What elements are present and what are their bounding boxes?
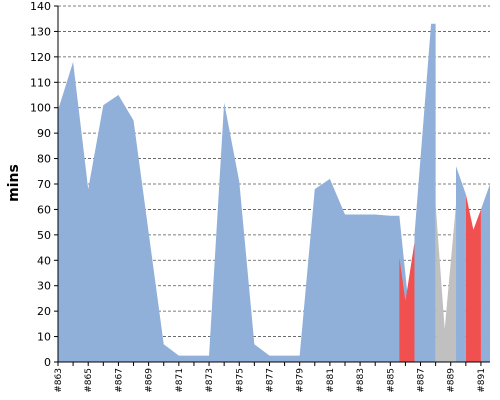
x-tick-label: #863: [54, 368, 64, 393]
x-tick-label: #865: [84, 368, 94, 393]
y-tick-label: 120: [30, 51, 51, 64]
x-tick-label: #867: [114, 368, 124, 393]
x-axis-ticks: #863 #865 #867 #869 #871 #873 #875 #877 #879 #881…: [54, 362, 487, 393]
y-tick-label: 100: [30, 102, 51, 115]
x-tick-label: #889: [447, 368, 457, 393]
x-tick-label: #875: [235, 368, 245, 393]
area-series: [58, 23, 490, 363]
x-tick-label: #891: [477, 368, 487, 393]
x-tick-label: #871: [175, 368, 185, 393]
x-tick-label: #879: [296, 368, 306, 393]
y-tick-label: 50: [37, 229, 51, 242]
area-series-1: [399, 242, 415, 362]
y-tick-label: 60: [37, 203, 51, 216]
y-tick-label: 20: [37, 305, 51, 318]
y-tick-label: 140: [30, 0, 51, 13]
x-tick-label: #873: [205, 368, 215, 393]
y-tick-label: 30: [37, 280, 51, 293]
x-tick-label: #877: [265, 368, 275, 393]
y-tick-label: 110: [30, 76, 51, 89]
x-tick-label: #881: [326, 368, 336, 393]
y-tick-label: 130: [30, 25, 51, 38]
y-tick-label: 0: [44, 356, 51, 369]
area-series-0: [58, 23, 490, 363]
area-series-2: [435, 204, 457, 362]
y-axis-title: mins: [6, 164, 22, 202]
x-tick-label: #887: [417, 368, 427, 393]
x-tick-label: #869: [145, 368, 155, 393]
y-axis-ticks: 0 10 20 30 40 50 60 70 80 90 100 110 120 130 140: [30, 0, 58, 369]
y-tick-label: 70: [37, 178, 51, 191]
y-tick-label: 90: [37, 127, 51, 140]
y-tick-label: 40: [37, 254, 51, 267]
y-tick-label: 10: [37, 331, 51, 344]
area-series-3: [465, 194, 481, 362]
x-tick-label: #883: [356, 368, 366, 393]
x-tick-label: #885: [386, 368, 396, 393]
y-tick-label: 80: [37, 153, 51, 166]
